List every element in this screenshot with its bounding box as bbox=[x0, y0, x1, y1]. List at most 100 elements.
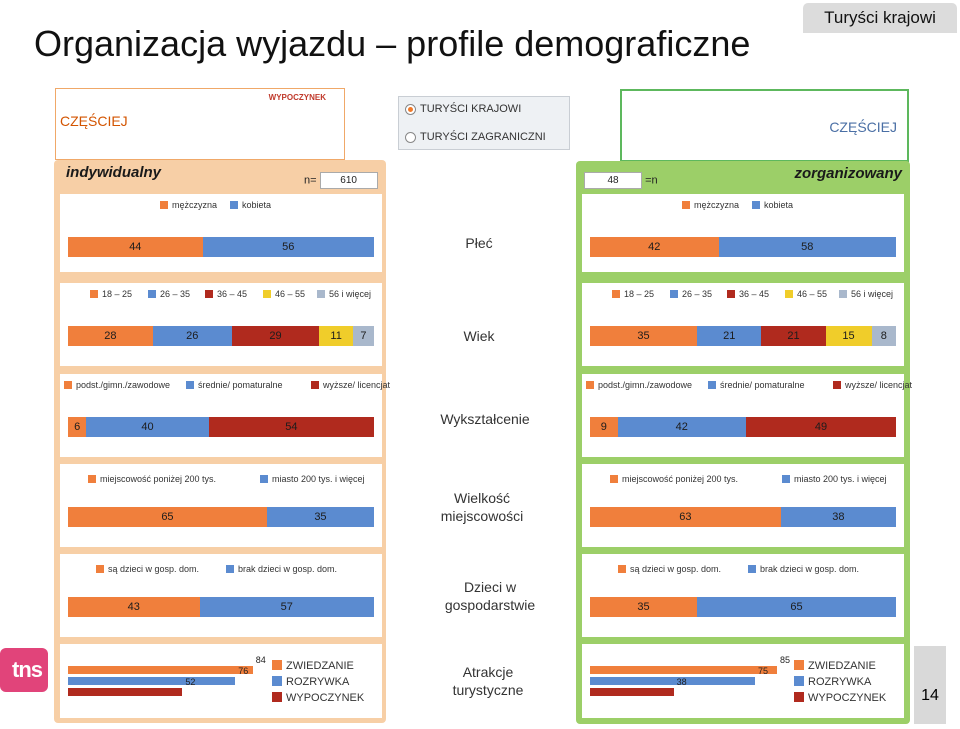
legend-item: 56 i więcej bbox=[839, 289, 893, 299]
radio-unselected-icon[interactable] bbox=[405, 131, 416, 143]
legend-item: 36 – 45 bbox=[205, 289, 247, 299]
legend-label: ZWIEDZANIE bbox=[808, 660, 876, 672]
n-value-box[interactable]: 610 bbox=[319, 172, 378, 189]
legend-label: miasto 200 tys. i więcej bbox=[272, 474, 365, 484]
row-label-town-size: Wielkość miejscowości bbox=[440, 490, 524, 524]
legend-item: brak dzieci w gosp. dom. bbox=[226, 564, 337, 574]
bar-segment: 54 bbox=[208, 417, 374, 437]
legend-swatch bbox=[752, 201, 760, 209]
legend-item: 26 – 35 bbox=[670, 289, 712, 299]
bar-segment: 8 bbox=[871, 326, 896, 346]
legend-swatch bbox=[272, 676, 282, 686]
chart-card-left-2: 18 – 25 26 – 35 36 – 45 46 – 55 56 i więcej 2… bbox=[60, 283, 382, 366]
legend-item: ROZRYWKA bbox=[794, 676, 871, 688]
legend-item: są dzieci w gosp. dom. bbox=[618, 564, 721, 574]
legend-swatch bbox=[272, 692, 282, 702]
legend-label: brak dzieci w gosp. dom. bbox=[238, 564, 338, 574]
legend-item: mężczyzna bbox=[160, 200, 217, 210]
legend-label: miasto 200 tys. i więcej bbox=[794, 474, 887, 484]
attraction-value: 52 bbox=[185, 677, 196, 687]
legend-swatch bbox=[610, 475, 618, 483]
bar-segment: 28 bbox=[68, 326, 153, 346]
radio-selected-icon[interactable] bbox=[405, 103, 416, 115]
legend-swatch bbox=[618, 565, 626, 573]
bar-segment: 29 bbox=[231, 326, 320, 346]
radio-option-domestic[interactable]: TURYŚCI KRAJOWI bbox=[405, 100, 521, 118]
chart-card-left-5: są dzieci w gosp. dom. brak dzieci w gosp… bbox=[60, 554, 382, 637]
legend-swatch bbox=[727, 290, 735, 298]
right-top-box: CZĘŚCIEJ bbox=[620, 89, 909, 162]
chart-card-right-6: 85 75 38 ZWIEDZANIE ROZRYWKA WYPOCZYNEK bbox=[582, 644, 904, 718]
chart-card-right-3: podst./gimn./zawodowe średnie/ pomaturaln… bbox=[582, 374, 912, 457]
n-label: n= bbox=[304, 174, 317, 187]
bar-segment: 56 bbox=[202, 237, 374, 257]
legend-swatch bbox=[794, 676, 804, 686]
legend-label: 26 – 35 bbox=[160, 289, 191, 299]
attraction-value: 84 bbox=[255, 655, 266, 665]
legend-swatch bbox=[160, 201, 168, 209]
n-value-box[interactable]: 48 bbox=[584, 172, 642, 189]
legend-item: 56 i więcej bbox=[317, 289, 371, 299]
legend-item: 46 – 55 bbox=[263, 289, 305, 299]
legend-item: średnie/ pomaturalne bbox=[186, 380, 283, 390]
legend-swatch bbox=[794, 660, 804, 670]
legend-swatch bbox=[96, 565, 104, 573]
legend-swatch bbox=[794, 692, 804, 702]
legend-swatch bbox=[748, 565, 756, 573]
left-top-hint: WYPOCZYNEK bbox=[268, 93, 326, 102]
slide-title: Organizacja wyjazdu – profile demografic… bbox=[34, 23, 751, 64]
legend-label: miejscowość poniżej 200 tys. bbox=[100, 474, 217, 484]
bar-segment: 58 bbox=[718, 237, 896, 257]
legend-item: 46 – 55 bbox=[785, 289, 827, 299]
legend-item: mężczyzna bbox=[682, 200, 739, 210]
legend-label: wyższe/ licencjat bbox=[323, 380, 391, 390]
bar-segment: 42 bbox=[617, 417, 747, 437]
bar-segment: 6 bbox=[68, 417, 87, 437]
legend-swatch bbox=[839, 290, 847, 298]
attraction-bar bbox=[590, 688, 674, 696]
legend-item: ZWIEDZANIE bbox=[272, 660, 354, 672]
legend-item: średnie/ pomaturalne bbox=[708, 380, 805, 390]
radio-option-label: TURYŚCI KRAJOWI bbox=[420, 103, 522, 115]
attraction-value: 76 bbox=[238, 666, 249, 676]
row-label-gender: Płeć bbox=[465, 235, 493, 251]
legend-swatch bbox=[317, 290, 325, 298]
legend-label: 36 – 45 bbox=[217, 289, 248, 299]
chart-card-left-3: podst./gimn./zawodowe średnie/ pomaturaln… bbox=[60, 374, 390, 457]
bar-segment: 35 bbox=[266, 507, 374, 527]
attraction-value: 38 bbox=[676, 677, 687, 687]
legend-swatch bbox=[64, 381, 72, 389]
legend-label: kobieta bbox=[242, 200, 272, 210]
legend-label: brak dzieci w gosp. dom. bbox=[760, 564, 860, 574]
legend-label: ZWIEDZANIE bbox=[286, 660, 354, 672]
legend-label: 18 – 25 bbox=[624, 289, 655, 299]
legend-swatch bbox=[682, 201, 690, 209]
attraction-bar bbox=[68, 677, 236, 685]
chart-card-left-1: mężczyzna kobieta 44 56 bbox=[60, 194, 382, 272]
legend-label: WYPOCZYNEK bbox=[808, 692, 887, 704]
legend-label: ROZRYWKA bbox=[286, 676, 350, 688]
legend-swatch bbox=[785, 290, 793, 298]
legend-label: średnie/ pomaturalne bbox=[720, 380, 805, 390]
legend-item: ZWIEDZANIE bbox=[794, 660, 876, 672]
left-panel-title: indywidualny bbox=[66, 164, 162, 181]
chart-card-right-2: 18 – 25 26 – 35 36 – 45 46 – 55 56 i więcej 3… bbox=[582, 283, 904, 366]
legend-item: wyższe/ licencjat bbox=[311, 380, 390, 390]
legend-label: są dzieci w gosp. dom. bbox=[630, 564, 722, 574]
legend-item: podst./gimn./zawodowe bbox=[64, 380, 170, 390]
legend-item: podst./gimn./zawodowe bbox=[586, 380, 692, 390]
legend-label: kobieta bbox=[764, 200, 794, 210]
legend-label: są dzieci w gosp. dom. bbox=[108, 564, 200, 574]
bar-segment: 38 bbox=[780, 507, 896, 527]
bar-segment: 9 bbox=[590, 417, 618, 437]
legend-swatch bbox=[263, 290, 271, 298]
bar-segment: 35 bbox=[590, 597, 698, 617]
bar-segment: 40 bbox=[86, 417, 209, 437]
bar-segment: 63 bbox=[590, 507, 781, 527]
bar-segment: 43 bbox=[68, 597, 200, 617]
bar-segment: 21 bbox=[761, 326, 826, 346]
row-label-age: Wiek bbox=[463, 328, 495, 344]
legend-item: 18 – 25 bbox=[612, 289, 654, 299]
radio-option-foreign[interactable]: TURYŚCI ZAGRANICZNI bbox=[405, 128, 546, 146]
